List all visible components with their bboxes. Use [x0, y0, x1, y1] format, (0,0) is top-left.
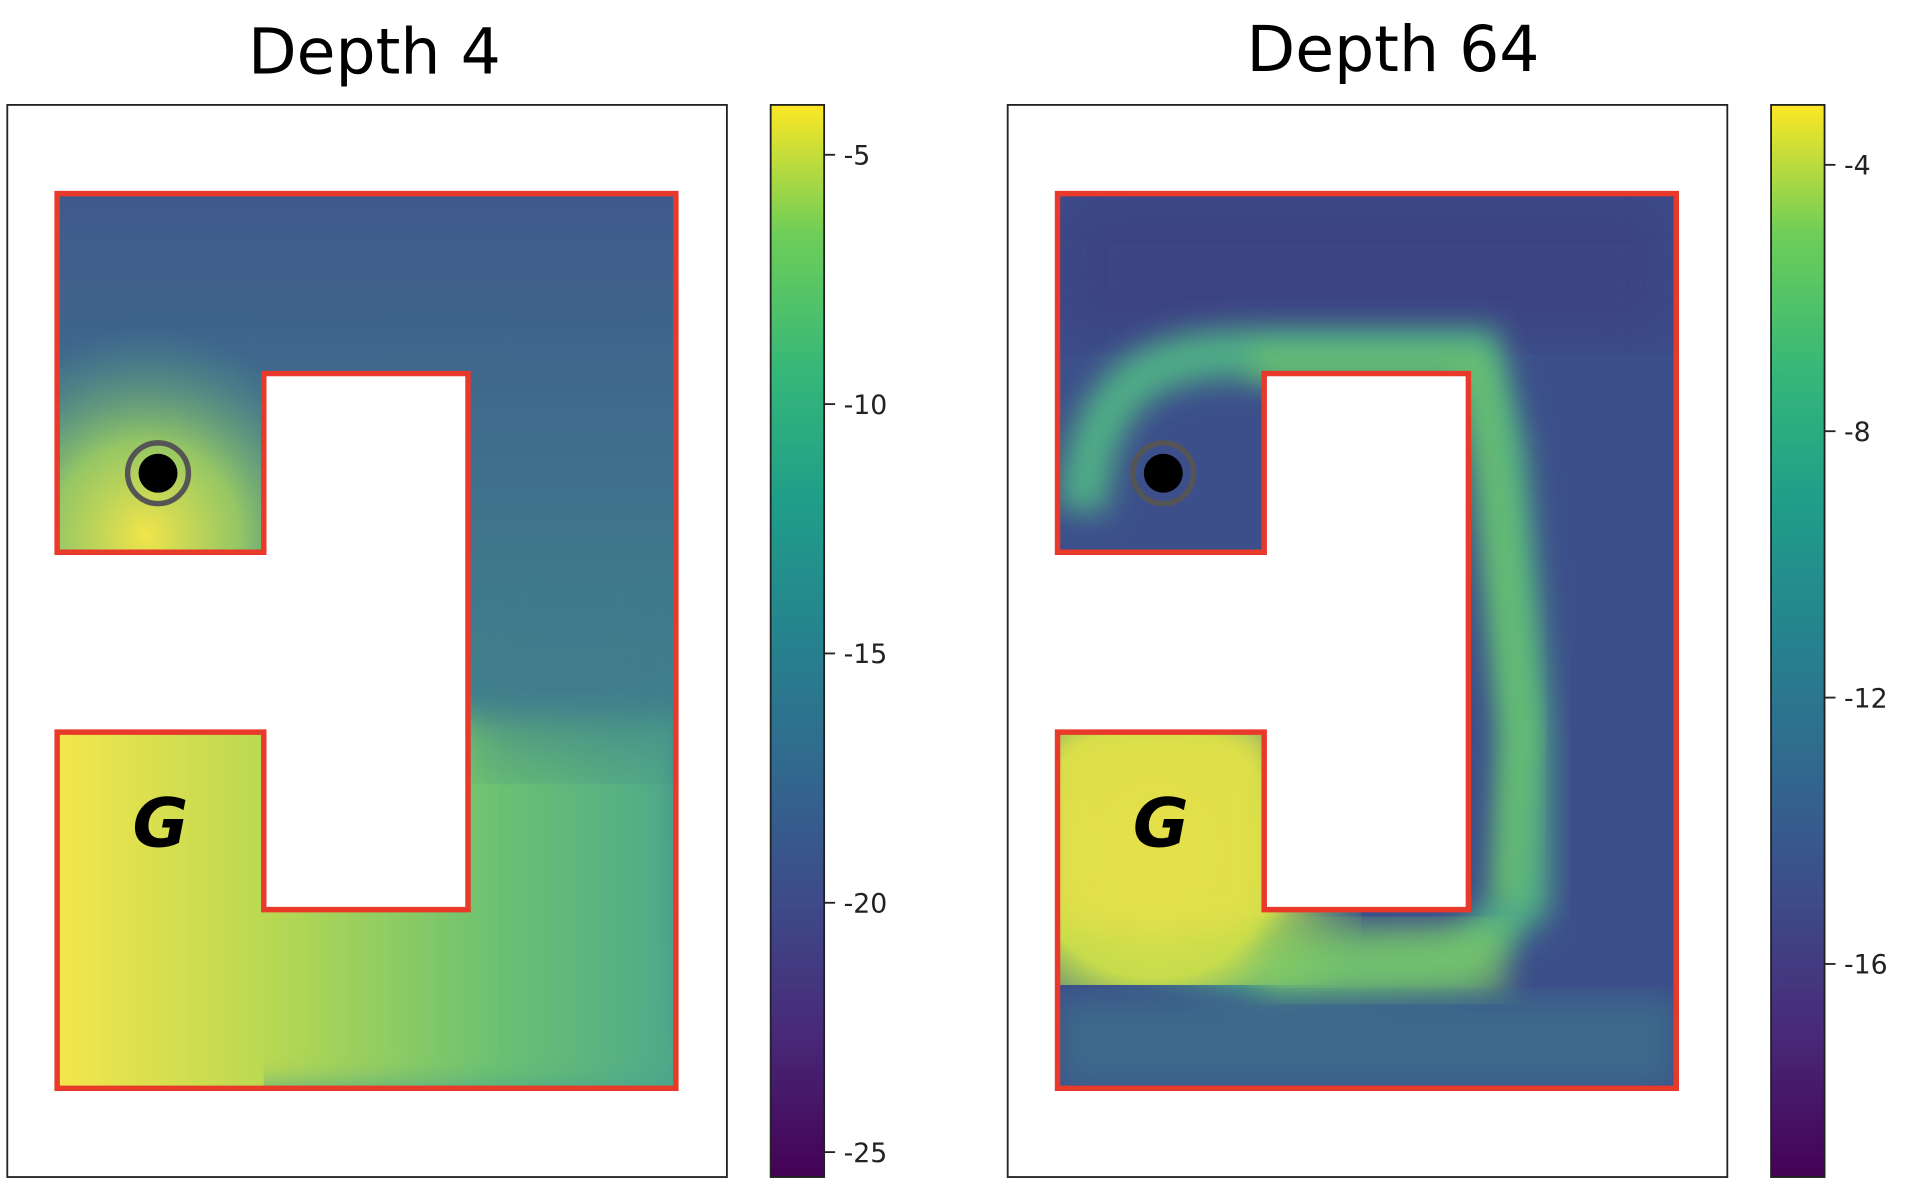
goal-label: G — [1133, 784, 1189, 863]
goal-label: G — [133, 784, 189, 863]
colorbar: -5 -10 -15 -20 -25 — [769, 104, 888, 1178]
colorbar-tick-label: -15 — [844, 639, 888, 670]
colorbar-tick-label: -25 — [844, 1138, 888, 1169]
panel-depth-4: Depth 4 G -5 -10 -15 -20 -25 — [6, 14, 888, 1178]
panel-depth-64: Depth 64 G -4 -8 -12 -16 — [1006, 12, 1888, 1178]
colorbar-tick-label: -16 — [1844, 950, 1888, 981]
colorbar-tick-label: -5 — [844, 141, 871, 172]
panel-title: Depth 64 — [1247, 12, 1540, 86]
value-heatmap — [57, 193, 676, 1089]
colorbar-tick-label: -12 — [1844, 683, 1888, 714]
panel-title: Depth 4 — [248, 14, 501, 88]
maze-walls — [1054, 190, 1679, 1092]
maze-walls — [54, 190, 679, 1092]
agent-marker — [124, 440, 192, 507]
colorbar-tick-label: -20 — [844, 888, 888, 919]
colorbar-tick-label: -10 — [844, 390, 888, 421]
colorbar: -4 -8 -12 -16 — [1770, 104, 1888, 1178]
colorbar-tick-label: -8 — [1844, 417, 1871, 448]
agent-marker — [1130, 440, 1197, 507]
colorbar-tick-label: -4 — [1844, 151, 1871, 182]
